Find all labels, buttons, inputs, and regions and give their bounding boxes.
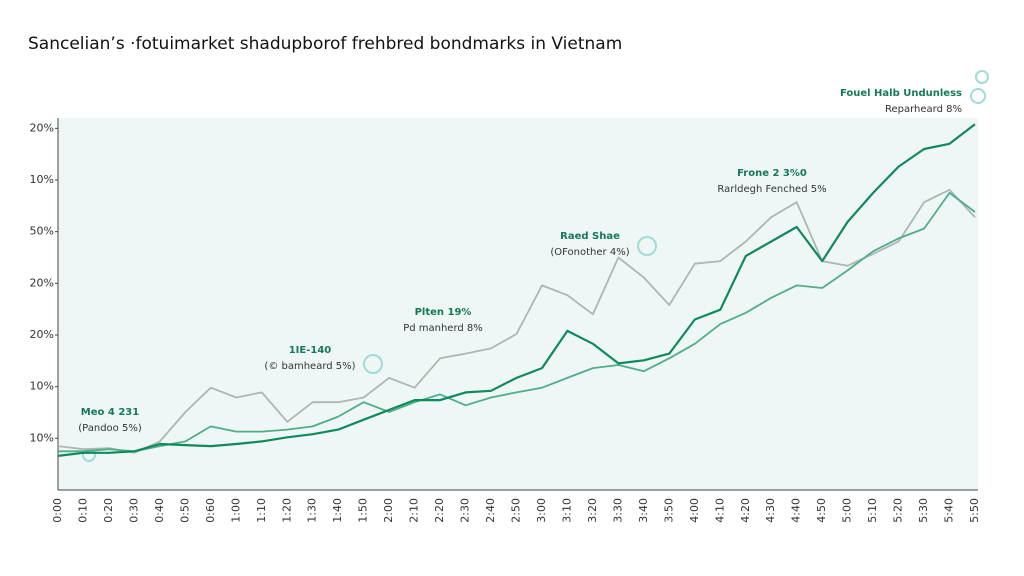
x-tick-label: 0:40	[153, 498, 166, 523]
annotation-title: Plten 19%	[415, 307, 472, 318]
x-tick-label: 4:30	[764, 498, 777, 523]
x-tick-label: 2:30	[459, 498, 472, 523]
marker-ring	[363, 354, 383, 374]
x-tick-label: 4:10	[713, 498, 726, 523]
x-tick-label: 0:20	[102, 498, 115, 523]
x-tick-label: 4:40	[790, 498, 803, 523]
annotation-title: 1IE-140	[289, 345, 332, 356]
annotation-text: (© bamheard 5%)	[264, 361, 355, 372]
x-tick-label: 5:30	[917, 498, 930, 523]
x-tick-label: 0:00	[51, 498, 64, 523]
x-tick-label: 5:50	[968, 498, 981, 523]
x-tick-label: 4:00	[688, 498, 701, 523]
x-tick-label: 5:00	[841, 498, 854, 523]
x-tick-label: 1:30	[306, 498, 319, 523]
marker-ring	[970, 88, 986, 104]
annotation-text: Pd manherd 8%	[403, 323, 483, 334]
y-tick-label: 50%	[30, 225, 54, 238]
x-tick-label: 4:20	[739, 498, 752, 523]
annotation-text: Reparheard 8%	[885, 104, 962, 115]
x-tick-label: 0:10	[76, 498, 89, 523]
x-tick-label: 0:60	[204, 498, 217, 523]
y-tick-label: 20%	[30, 121, 54, 134]
x-tick-label: 0:50	[178, 498, 191, 523]
y-tick-label: 20%	[30, 276, 54, 289]
y-tick-label: 10%	[30, 173, 54, 186]
annotation-text: (OFonother 4%)	[550, 247, 629, 258]
plot-area	[58, 118, 978, 490]
x-tick-label: 5:10	[866, 498, 879, 523]
y-tick-label: 20%	[30, 328, 54, 341]
x-tick-label: 3:40	[637, 498, 650, 523]
marker-ring	[637, 236, 657, 256]
x-tick-label: 1:20	[280, 498, 293, 523]
x-tick-label: 0:30	[127, 498, 140, 523]
annotation-title: Meo 4 231	[81, 407, 139, 418]
x-tick-label: 3:00	[535, 498, 548, 523]
x-tick-label: 2:00	[382, 498, 395, 523]
y-tick-label: 10%	[30, 431, 54, 444]
x-tick-label: 3:30	[611, 498, 624, 523]
annotation-title: Raed Shae	[560, 231, 620, 242]
x-tick-label: 3:10	[560, 498, 573, 523]
y-tick-label: 10%	[30, 380, 54, 393]
series-line	[58, 192, 976, 453]
x-tick-label: 2:50	[510, 498, 523, 523]
x-tick-label: 1:10	[255, 498, 268, 523]
x-tick-label: 1:40	[331, 498, 344, 523]
x-tick-label: 4:50	[815, 498, 828, 523]
x-tick-label: 2:40	[484, 498, 497, 523]
x-tick-label: 3:20	[586, 498, 599, 523]
x-tick-label: 1:50	[357, 498, 370, 523]
annotation-text: (Pandoo 5%)	[78, 423, 142, 434]
x-tick-label: 1:00	[229, 498, 242, 523]
chart-title: Sancelian’s ·fotuimarket shadupborof fre…	[28, 34, 622, 54]
annotation-text: Rarldegh Fenched 5%	[717, 184, 826, 195]
annotation-title: Frone 2 3%0	[737, 168, 807, 179]
x-tick-label: 2:20	[433, 498, 446, 523]
x-tick-label: 5:40	[943, 498, 956, 523]
series-line	[57, 123, 976, 457]
x-tick-label: 5:20	[892, 498, 905, 523]
annotation-title: Fouel Halb Undunless	[840, 88, 962, 99]
x-tick-label: 3:50	[662, 498, 675, 523]
x-tick-label: 2:10	[408, 498, 421, 523]
marker-ring	[975, 70, 989, 84]
